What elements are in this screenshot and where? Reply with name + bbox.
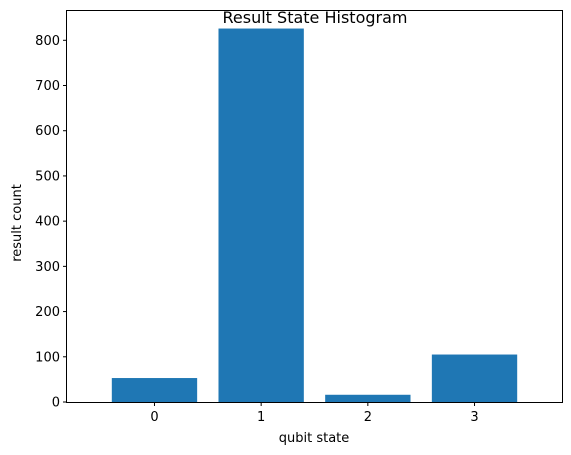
- y-tick-label: 500: [35, 169, 60, 184]
- bar-2: [325, 394, 411, 402]
- x-axis-label: qubit state: [279, 431, 350, 446]
- y-tick-label: 600: [35, 124, 60, 139]
- y-tick-label: 400: [35, 215, 60, 230]
- bar-0: [111, 378, 198, 402]
- bar-3: [431, 354, 518, 402]
- chart-title: Result State Histogram: [223, 8, 408, 27]
- x-tick-label: 1: [257, 410, 265, 425]
- y-tick-label: 0: [52, 396, 60, 411]
- bars-group: [111, 28, 518, 402]
- x-axis: 0 1 2 3: [150, 402, 479, 425]
- y-tick-label: 200: [35, 305, 60, 320]
- x-tick-label: 2: [364, 410, 372, 425]
- bar-1: [218, 28, 304, 402]
- y-tick-label: 300: [35, 260, 60, 275]
- x-tick-label: 3: [470, 410, 478, 425]
- y-tick-label: 800: [35, 34, 60, 49]
- x-tick-label: 0: [150, 410, 158, 425]
- y-tick-label: 700: [35, 79, 60, 94]
- y-tick-label: 100: [35, 350, 60, 365]
- y-axis-label: result count: [10, 184, 25, 262]
- plot-frame: [66, 10, 563, 403]
- y-axis: 0 100 200 300 400 500 600 700 800: [35, 34, 67, 411]
